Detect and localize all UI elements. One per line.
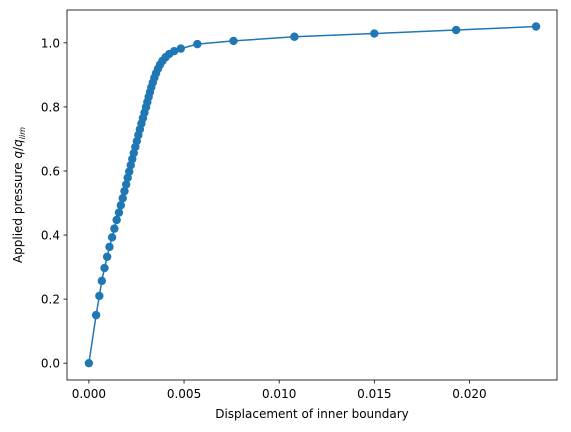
x-tick-label: 0.000	[72, 387, 106, 401]
y-tick-label: 0.4	[41, 229, 60, 243]
x-tick-label: 0.010	[262, 387, 296, 401]
y-tick-label: 0.6	[41, 164, 60, 178]
y-axis-label: Applied pressure q/qlim	[11, 127, 27, 263]
data-point	[290, 32, 299, 41]
data-point	[95, 291, 104, 301]
x-tick-label: 0.005	[167, 387, 201, 401]
data-point	[176, 44, 185, 53]
plot-area-background	[67, 10, 557, 380]
data-point	[121, 180, 131, 189]
data-point	[97, 276, 107, 286]
x-tick-label: 0.015	[357, 387, 391, 401]
x-axis-ticks: 0.000 0.005 0.010 0.015 0.020	[72, 380, 487, 401]
data-point	[229, 36, 238, 46]
x-tick-label: 0.020	[452, 387, 486, 401]
series-layer	[84, 22, 541, 368]
data-point	[125, 167, 134, 176]
y-tick-label: 0.0	[41, 357, 60, 371]
data-point	[193, 39, 202, 49]
y-tick-label: 1.0	[41, 36, 60, 50]
data-point	[451, 25, 461, 35]
data-point	[105, 242, 114, 252]
data-point	[84, 358, 94, 368]
data-point	[531, 22, 541, 31]
data-point	[107, 233, 117, 242]
data-point	[102, 252, 112, 262]
data-point	[169, 46, 179, 56]
x-axis-label: Displacement of inner boundary	[215, 407, 409, 421]
data-point	[120, 186, 129, 196]
data-point	[100, 263, 109, 273]
data-point	[110, 224, 119, 233]
data-point	[370, 29, 379, 38]
data-point	[114, 208, 124, 217]
y-tick-label: 0.8	[41, 100, 60, 114]
y-tick-label: 0.2	[41, 293, 60, 307]
y-axis-ticks: 0.0 0.2 0.4 0.6 0.8 1.0	[41, 36, 67, 371]
data-point	[118, 194, 127, 203]
data-point	[116, 201, 126, 210]
plot-frame	[66, 9, 558, 381]
data-point	[91, 310, 101, 320]
data-point	[112, 215, 121, 225]
